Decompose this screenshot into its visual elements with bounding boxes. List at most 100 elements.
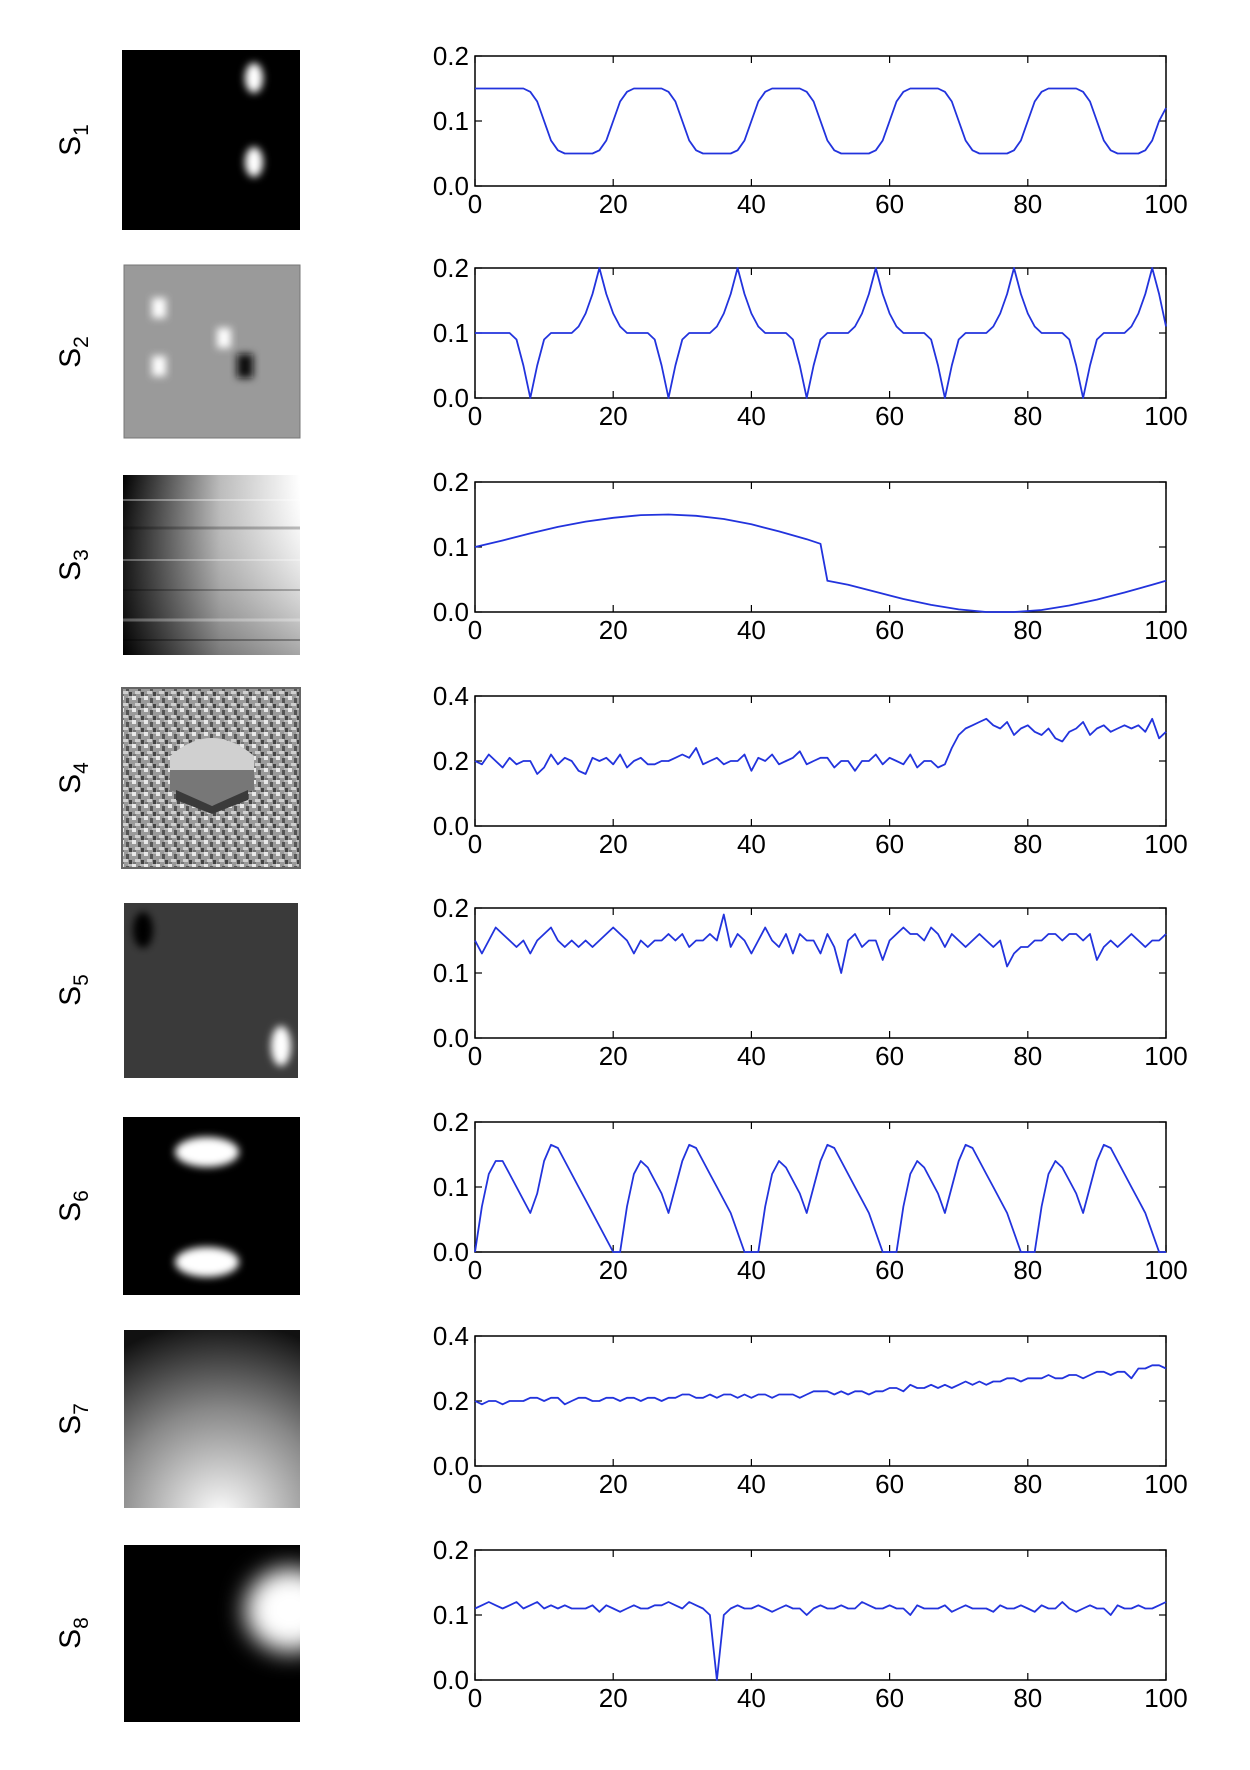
image-s3	[123, 475, 300, 655]
x-tick-label-s6: 20	[599, 1255, 628, 1285]
series-line-s8	[474, 1601, 1167, 1681]
x-tick-label-s5: 0	[468, 1041, 482, 1071]
chart-s7: 0 20 40 60 80 100 0.0 0.2 0.4	[433, 1321, 1188, 1499]
x-tick-label-s3: 60	[875, 615, 904, 645]
x-tick-label-s3: 100	[1144, 615, 1187, 645]
image-s4	[121, 687, 301, 869]
y-tick-label-s8: 0.1	[433, 1600, 469, 1630]
x-tick-label-s1: 40	[737, 189, 766, 219]
y-tick-label-s1: 0.1	[433, 106, 469, 136]
y-tick-label-s6: 0.1	[433, 1172, 469, 1202]
image-s1	[122, 50, 300, 230]
x-tick-label-s3: 40	[737, 615, 766, 645]
x-tick-label-s5: 60	[875, 1041, 904, 1071]
y-tick-label-s2: 0.2	[433, 253, 469, 283]
y-tick-label-s7: 0.4	[433, 1321, 469, 1351]
image-s5	[124, 903, 298, 1078]
x-tick-label-s5: 100	[1144, 1041, 1187, 1071]
y-tick-label-s7: 0.2	[433, 1386, 469, 1416]
row-label-s7: S7	[54, 1403, 93, 1435]
y-tick-label-s3: 0.1	[433, 532, 469, 562]
x-tick-label-s6: 60	[875, 1255, 904, 1285]
y-tick-label-s1: 0.2	[433, 41, 469, 71]
y-tick-label-s3: 0.0	[433, 597, 469, 627]
y-tick-label-s2: 0.0	[433, 383, 469, 413]
x-tick-label-s4: 0	[468, 829, 482, 859]
series-line-s7	[474, 1364, 1167, 1406]
x-tick-label-s8: 40	[737, 1683, 766, 1713]
x-tick-label-s6: 100	[1144, 1255, 1187, 1285]
plot-frame-s8	[474, 1549, 1167, 1681]
x-tick-label-s8: 100	[1144, 1683, 1187, 1713]
plot-frame-s7	[474, 1335, 1167, 1467]
x-tick-label-s8: 0	[468, 1683, 482, 1713]
x-tick-label-s3: 20	[599, 615, 628, 645]
x-tick-label-s7: 100	[1144, 1469, 1187, 1499]
x-tick-label-s1: 20	[599, 189, 628, 219]
x-tick-label-s2: 0	[468, 401, 482, 431]
x-tick-label-s4: 100	[1144, 829, 1187, 859]
y-tick-label-s2: 0.1	[433, 318, 469, 348]
x-tick-label-s1: 0	[468, 189, 482, 219]
series-line-s5	[474, 913, 1167, 974]
chart-s4: 0 20 40 60 80 100 0.0 0.2 0.4	[433, 681, 1188, 859]
x-tick-label-s3: 0	[468, 615, 482, 645]
x-tick-label-s2: 60	[875, 401, 904, 431]
x-tick-label-s8: 20	[599, 1683, 628, 1713]
image-s8	[124, 1545, 300, 1722]
series-line-s6	[474, 1143, 1166, 1253]
x-tick-label-s8: 60	[875, 1683, 904, 1713]
row-label-s8: S8	[54, 1617, 93, 1649]
y-tick-label-s6: 0.2	[433, 1107, 469, 1137]
x-tick-label-s5: 80	[1013, 1041, 1042, 1071]
row-label-s6: S6	[54, 1190, 93, 1222]
x-tick-label-s7: 60	[875, 1469, 904, 1499]
x-tick-label-s6: 80	[1013, 1255, 1042, 1285]
x-tick-label-s2: 80	[1013, 401, 1042, 431]
row-label-s4: S4	[54, 762, 93, 794]
x-tick-label-s4: 80	[1013, 829, 1042, 859]
series-line-s3	[474, 513, 1167, 613]
y-tick-label-s8: 0.2	[433, 1535, 469, 1565]
row-label-s3: S3	[54, 549, 93, 581]
image-s6	[123, 1117, 300, 1295]
x-tick-label-s3: 80	[1013, 615, 1042, 645]
plot-frame-s5	[474, 907, 1167, 1039]
y-tick-label-s1: 0.0	[433, 171, 469, 201]
x-tick-label-s7: 80	[1013, 1469, 1042, 1499]
y-tick-label-s5: 0.0	[433, 1023, 469, 1053]
y-tick-label-s4: 0.0	[433, 811, 469, 841]
y-tick-label-s4: 0.4	[433, 681, 469, 711]
chart-s3: 0 20 40 60 80 100 0.0 0.1 0.2	[433, 467, 1188, 645]
x-tick-label-s4: 60	[875, 829, 904, 859]
series-line-s1	[475, 87, 1167, 155]
chart-s2: 0 20 40 60 80 100 0.0 0.1 0.2	[433, 253, 1188, 431]
y-tick-label-s7: 0.0	[433, 1451, 469, 1481]
x-tick-label-s4: 20	[599, 829, 628, 859]
chart-s6: 0 20 40 60 80 100 0.0 0.1 0.2	[433, 1107, 1188, 1285]
x-tick-label-s1: 60	[875, 189, 904, 219]
x-tick-label-s8: 80	[1013, 1683, 1042, 1713]
x-tick-label-s2: 40	[737, 401, 766, 431]
series-line-s4	[474, 717, 1167, 775]
y-tick-label-s8: 0.0	[433, 1665, 469, 1695]
x-tick-label-s1: 80	[1013, 189, 1042, 219]
plot-frame-s4	[474, 695, 1167, 827]
x-tick-label-s2: 100	[1144, 401, 1187, 431]
x-tick-label-s1: 100	[1144, 189, 1187, 219]
x-tick-label-s6: 0	[468, 1255, 482, 1285]
x-tick-label-s7: 40	[737, 1469, 766, 1499]
row-label-s2: S2	[54, 336, 93, 368]
y-tick-label-s4: 0.2	[433, 746, 469, 776]
row-label-s5: S5	[54, 974, 93, 1006]
image-s7	[124, 1330, 300, 1508]
series-line-s2	[475, 267, 1167, 399]
y-tick-label-s5: 0.2	[433, 893, 469, 923]
x-tick-label-s4: 40	[737, 829, 766, 859]
x-tick-label-s7: 0	[468, 1469, 482, 1499]
y-tick-label-s6: 0.0	[433, 1237, 469, 1267]
x-tick-label-s2: 20	[599, 401, 628, 431]
chart-s1: 0 20 40 60 80 100 0.0 0.1 0.2	[433, 41, 1188, 219]
